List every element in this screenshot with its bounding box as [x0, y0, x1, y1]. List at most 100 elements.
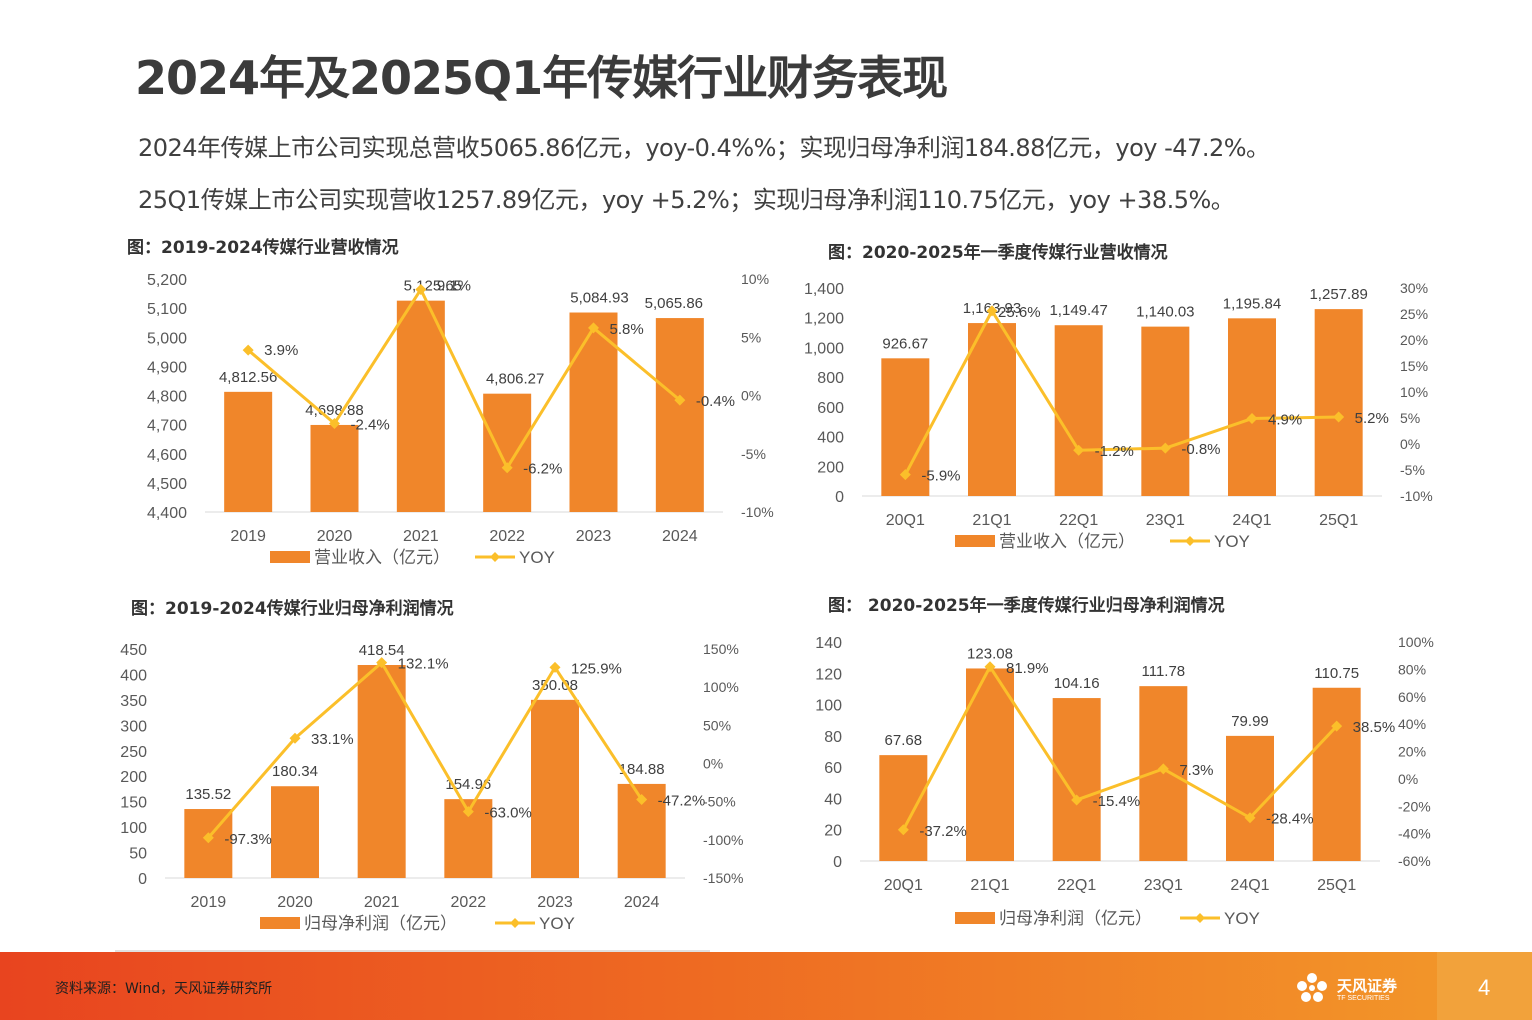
bar-value-label: 180.34	[272, 763, 318, 780]
legend-bar-label: 归母净利润（亿元）	[304, 914, 457, 933]
category-label: 21Q1	[972, 512, 1011, 529]
right-axis-tick-label: -50%	[703, 794, 736, 810]
yoy-value-label: -5.9%	[921, 468, 960, 485]
page-number: 4	[1478, 975, 1491, 1000]
yoy-marker-20Q1	[899, 469, 911, 481]
bar-2023	[531, 699, 579, 878]
left-axis-tick-label: 4,700	[147, 418, 187, 435]
right-axis-tick-label: -10%	[741, 504, 774, 520]
yoy-line	[904, 309, 1339, 476]
bar-value-label: 154.96	[445, 776, 491, 793]
right-axis-tick-label: 5%	[741, 329, 761, 345]
footer-divider	[115, 950, 710, 952]
left-axis-tick-label: 0	[138, 871, 147, 888]
category-label: 20Q1	[886, 512, 925, 529]
chart-net-profit-q1-2020-2025: 0 20 40 60 80 100 120 140 -60% -40% -20% 0% 20% 40% 60…	[815, 634, 1434, 928]
yoy-marker-2019	[242, 344, 254, 356]
right-axis-tick-label: 0%	[1400, 436, 1420, 452]
bar-24Q1	[1228, 318, 1276, 496]
right-axis-tick-label: -5%	[1400, 462, 1425, 478]
bar-value-label: 104.16	[1054, 675, 1100, 692]
yoy-marker-2020	[329, 417, 340, 429]
chart-revenue-2019-2024: 4,400 4,500 4,600 4,700 4,800 4,900 5,000 5,100…	[147, 271, 774, 567]
right-axis-tick-label: -60%	[1398, 853, 1431, 869]
yoy-value-label: -6.2%	[523, 461, 562, 478]
category-label: 21Q1	[970, 877, 1009, 894]
bar-21Q1	[968, 323, 1016, 496]
category-label: 2024	[624, 894, 660, 911]
left-axis-tick-label: 200	[120, 769, 147, 786]
right-axis-tick-label: 10%	[741, 271, 769, 287]
yoy-marker-2023	[588, 322, 599, 334]
legend-bar-swatch	[955, 535, 995, 547]
left-axis-tick-label: 450	[120, 642, 147, 659]
bar-2023	[569, 312, 618, 512]
logo-text: 天风证券	[1337, 977, 1398, 995]
legend-bar-swatch	[955, 912, 995, 924]
bar-value-label: 4,806.27	[486, 371, 544, 388]
chart-net-profit-2019-2024: 0 50 100 150 200 250 300 350 400 450 -150% -100% -50…	[120, 641, 743, 933]
bar-20Q1	[879, 755, 928, 861]
category-label: 2024	[662, 528, 698, 545]
legend-line-marker	[1195, 913, 1205, 923]
left-axis-tick-label: 140	[815, 635, 842, 652]
bar-value-label: 111.78	[1142, 663, 1186, 680]
yoy-value-label: 5.8%	[610, 321, 644, 338]
bar-2020	[271, 786, 319, 878]
yoy-value-label: 125.9%	[571, 660, 622, 677]
category-label: 2023	[576, 528, 612, 545]
bar-value-label: 5,084.93	[570, 290, 628, 307]
bar-value-label: 4,698.88	[305, 402, 363, 419]
chart-2-title: 图：2020-2025年一季度传媒行业营收情况	[828, 243, 1168, 263]
category-label: 22Q1	[1057, 877, 1096, 894]
yoy-marker-2022	[462, 806, 474, 818]
left-axis-tick-label: 40	[824, 791, 842, 808]
right-axis-tick-label: 15%	[1400, 358, 1428, 374]
bar-value-label: 4,812.56	[219, 369, 277, 386]
yoy-marker-23Q1	[1157, 763, 1169, 775]
legend-bar-label: 营业收入（亿元）	[999, 532, 1135, 551]
right-axis-tick-label: 0%	[1398, 771, 1418, 787]
right-axis-tick-label: 0%	[741, 388, 761, 404]
right-axis-tick-label: 60%	[1398, 689, 1426, 705]
left-axis-tick-label: 1,000	[804, 340, 844, 357]
bar-21Q1	[966, 668, 1014, 861]
yoy-value-label: 25.6%	[998, 304, 1041, 321]
bar-value-label: 1,195.84	[1223, 295, 1281, 312]
yoy-marker-2020	[289, 732, 301, 744]
left-axis-tick-label: 50	[129, 846, 147, 863]
left-axis-tick-label: 1,200	[804, 311, 844, 328]
yoy-value-label: -2.4%	[351, 416, 390, 433]
yoy-value-label: 38.5%	[1353, 719, 1396, 736]
yoy-marker-23Q1	[1159, 442, 1171, 454]
right-axis-tick-label: 25%	[1400, 306, 1428, 322]
legend-line-label: YOY	[539, 914, 575, 933]
bar-2021	[396, 300, 445, 512]
yoy-line	[207, 661, 643, 839]
yoy-marker-2024	[636, 794, 648, 806]
left-axis-tick-label: 5,000	[147, 330, 187, 347]
bar-23Q1	[1141, 326, 1190, 496]
right-axis-tick-label: 100%	[703, 679, 739, 695]
category-label: 2020	[317, 528, 353, 545]
category-label: 2020	[277, 894, 313, 911]
footer-band	[0, 952, 1532, 1020]
legend-line-marker	[490, 552, 500, 562]
source-note: 资料来源：Wind，天风证券研究所	[55, 981, 273, 997]
yoy-value-label: -47.2%	[658, 793, 706, 810]
yoy-marker-24Q1	[1246, 413, 1258, 425]
left-axis-tick-label: 1,400	[804, 281, 844, 298]
bar-25Q1	[1314, 309, 1363, 496]
page-title: 2024年及2025Q1年传媒行业财务表现	[135, 51, 948, 105]
bar-2020	[310, 424, 359, 512]
yoy-line	[902, 665, 1338, 831]
yoy-marker-2019	[202, 832, 214, 844]
bar-value-label: 418.54	[359, 642, 405, 659]
left-axis-tick-label: 100	[815, 698, 842, 715]
yoy-value-label: -0.4%	[696, 393, 735, 410]
legend-line-marker	[510, 918, 520, 928]
summary-line-2: 25Q1传媒上市公司实现营收1257.89亿元，yoy +5.2%；实现归母净利…	[138, 186, 1235, 214]
legend-bar-swatch	[270, 551, 310, 563]
bar-22Q1	[1054, 325, 1103, 496]
right-axis-tick-label: -40%	[1398, 826, 1431, 842]
